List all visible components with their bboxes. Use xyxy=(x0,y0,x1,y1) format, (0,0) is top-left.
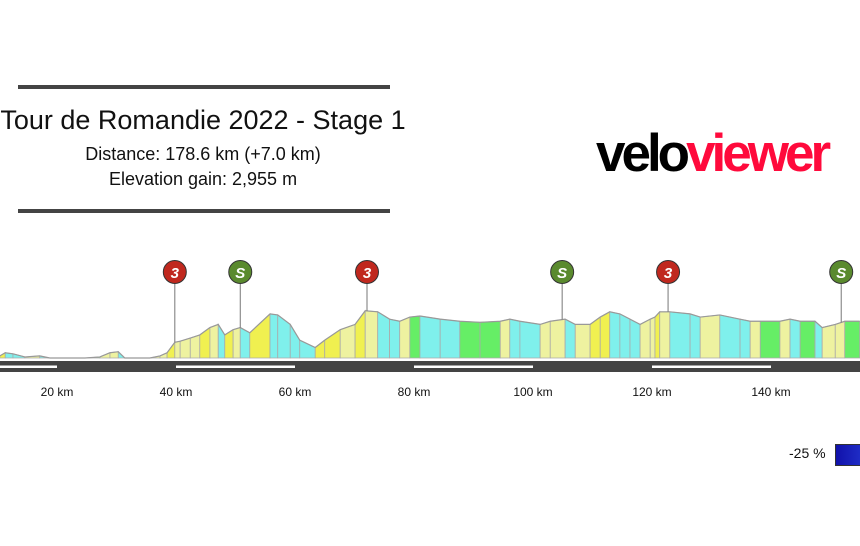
profile-segment xyxy=(269,313,279,359)
sprint-icon xyxy=(550,260,575,284)
profile-segment xyxy=(174,340,181,359)
elevation-gain-text: Elevation gain: 2,955 m xyxy=(108,169,298,189)
profile-segment xyxy=(699,314,721,359)
profile-segment xyxy=(509,318,521,359)
profile-segment xyxy=(619,313,631,359)
profile-segment xyxy=(289,322,301,359)
x-tick-label: 140 km xyxy=(751,385,790,399)
profile-segment xyxy=(739,318,751,359)
legend-label: -25 % xyxy=(789,445,826,461)
profile-outline xyxy=(0,310,860,359)
profile-segment xyxy=(719,314,741,359)
stage-title: Tour de Romandie 2022 - Stage 1 xyxy=(0,105,406,135)
profile-segment xyxy=(499,318,511,359)
marker-label: S xyxy=(557,265,567,282)
distance-bar-stripe xyxy=(414,365,533,368)
profile-segment xyxy=(324,328,341,359)
profile-segment xyxy=(749,320,761,359)
title-rule-bottom xyxy=(18,209,390,213)
profile-segment xyxy=(364,310,379,359)
distance-bar-stripe xyxy=(0,365,57,368)
climb-category-icon xyxy=(354,260,379,284)
profile-segment xyxy=(232,327,241,359)
profile-segment xyxy=(419,315,441,359)
profile-segment xyxy=(574,323,591,359)
x-tick-label: 20 km xyxy=(41,385,74,399)
profile-segment xyxy=(649,316,656,359)
profile-segment xyxy=(189,334,201,359)
profile-segment xyxy=(844,320,860,359)
profile-segment xyxy=(199,326,211,359)
distance-bar-stripe xyxy=(652,365,771,368)
profile-segment xyxy=(659,311,671,359)
title-rule-top xyxy=(18,85,390,89)
profile-segment xyxy=(669,311,691,359)
distance-text: Distance: 178.6 km (+7.0 km) xyxy=(85,144,321,164)
profile-segment xyxy=(409,315,421,359)
profile-segment xyxy=(629,318,641,359)
marker-label: 3 xyxy=(171,265,180,282)
profile-segment xyxy=(609,311,621,359)
sprint-icon xyxy=(829,260,854,284)
profile-segment xyxy=(799,320,816,359)
marker-label: S xyxy=(836,265,846,282)
profile-segment xyxy=(549,318,566,359)
legend-gradient-swatch xyxy=(835,444,860,466)
profile-segment xyxy=(654,310,661,359)
profile-segment xyxy=(459,320,481,359)
x-tick-label: 120 km xyxy=(632,385,671,399)
profile-segment xyxy=(789,318,801,359)
profile-segment xyxy=(564,318,576,359)
veloviewer-logo: veloviewer xyxy=(596,124,831,184)
profile-segment xyxy=(479,320,501,359)
distance-bar-stripe xyxy=(176,365,295,368)
profile-segment xyxy=(599,311,611,359)
profile-segment xyxy=(779,318,791,359)
logo-velo: velo xyxy=(596,124,690,183)
x-tick-label: 40 km xyxy=(160,385,193,399)
climb-category-icon xyxy=(656,260,681,284)
sprint-icon xyxy=(228,260,253,284)
x-tick-label: 100 km xyxy=(513,385,552,399)
profile-segment xyxy=(389,318,401,359)
profile-segment xyxy=(759,320,781,359)
profile-segment xyxy=(639,318,651,359)
profile-segment xyxy=(519,320,541,359)
profile-segment xyxy=(277,314,291,359)
profile-segment xyxy=(299,339,316,359)
marker-label: 3 xyxy=(363,265,372,282)
marker-label: S xyxy=(235,265,245,282)
profile-segment xyxy=(539,320,551,359)
x-tick-label: 80 km xyxy=(398,385,431,399)
profile-segment xyxy=(834,320,846,359)
profile-segment xyxy=(439,318,461,359)
profile-segment xyxy=(821,323,836,359)
climb-category-icon xyxy=(162,260,187,284)
profile-segment xyxy=(209,323,219,359)
profile-segment xyxy=(689,313,701,359)
profile-segment xyxy=(249,312,271,359)
profile-segment xyxy=(399,316,411,359)
profile-segment xyxy=(314,339,326,359)
elevation-profile-chart: 20 km 40 km 60 km 80 km 100 km 120 km 140 km 3 S… xyxy=(0,260,860,399)
logo-viewer: viewer xyxy=(686,124,831,183)
x-tick-label: 60 km xyxy=(279,385,312,399)
marker-label: 3 xyxy=(664,265,673,282)
